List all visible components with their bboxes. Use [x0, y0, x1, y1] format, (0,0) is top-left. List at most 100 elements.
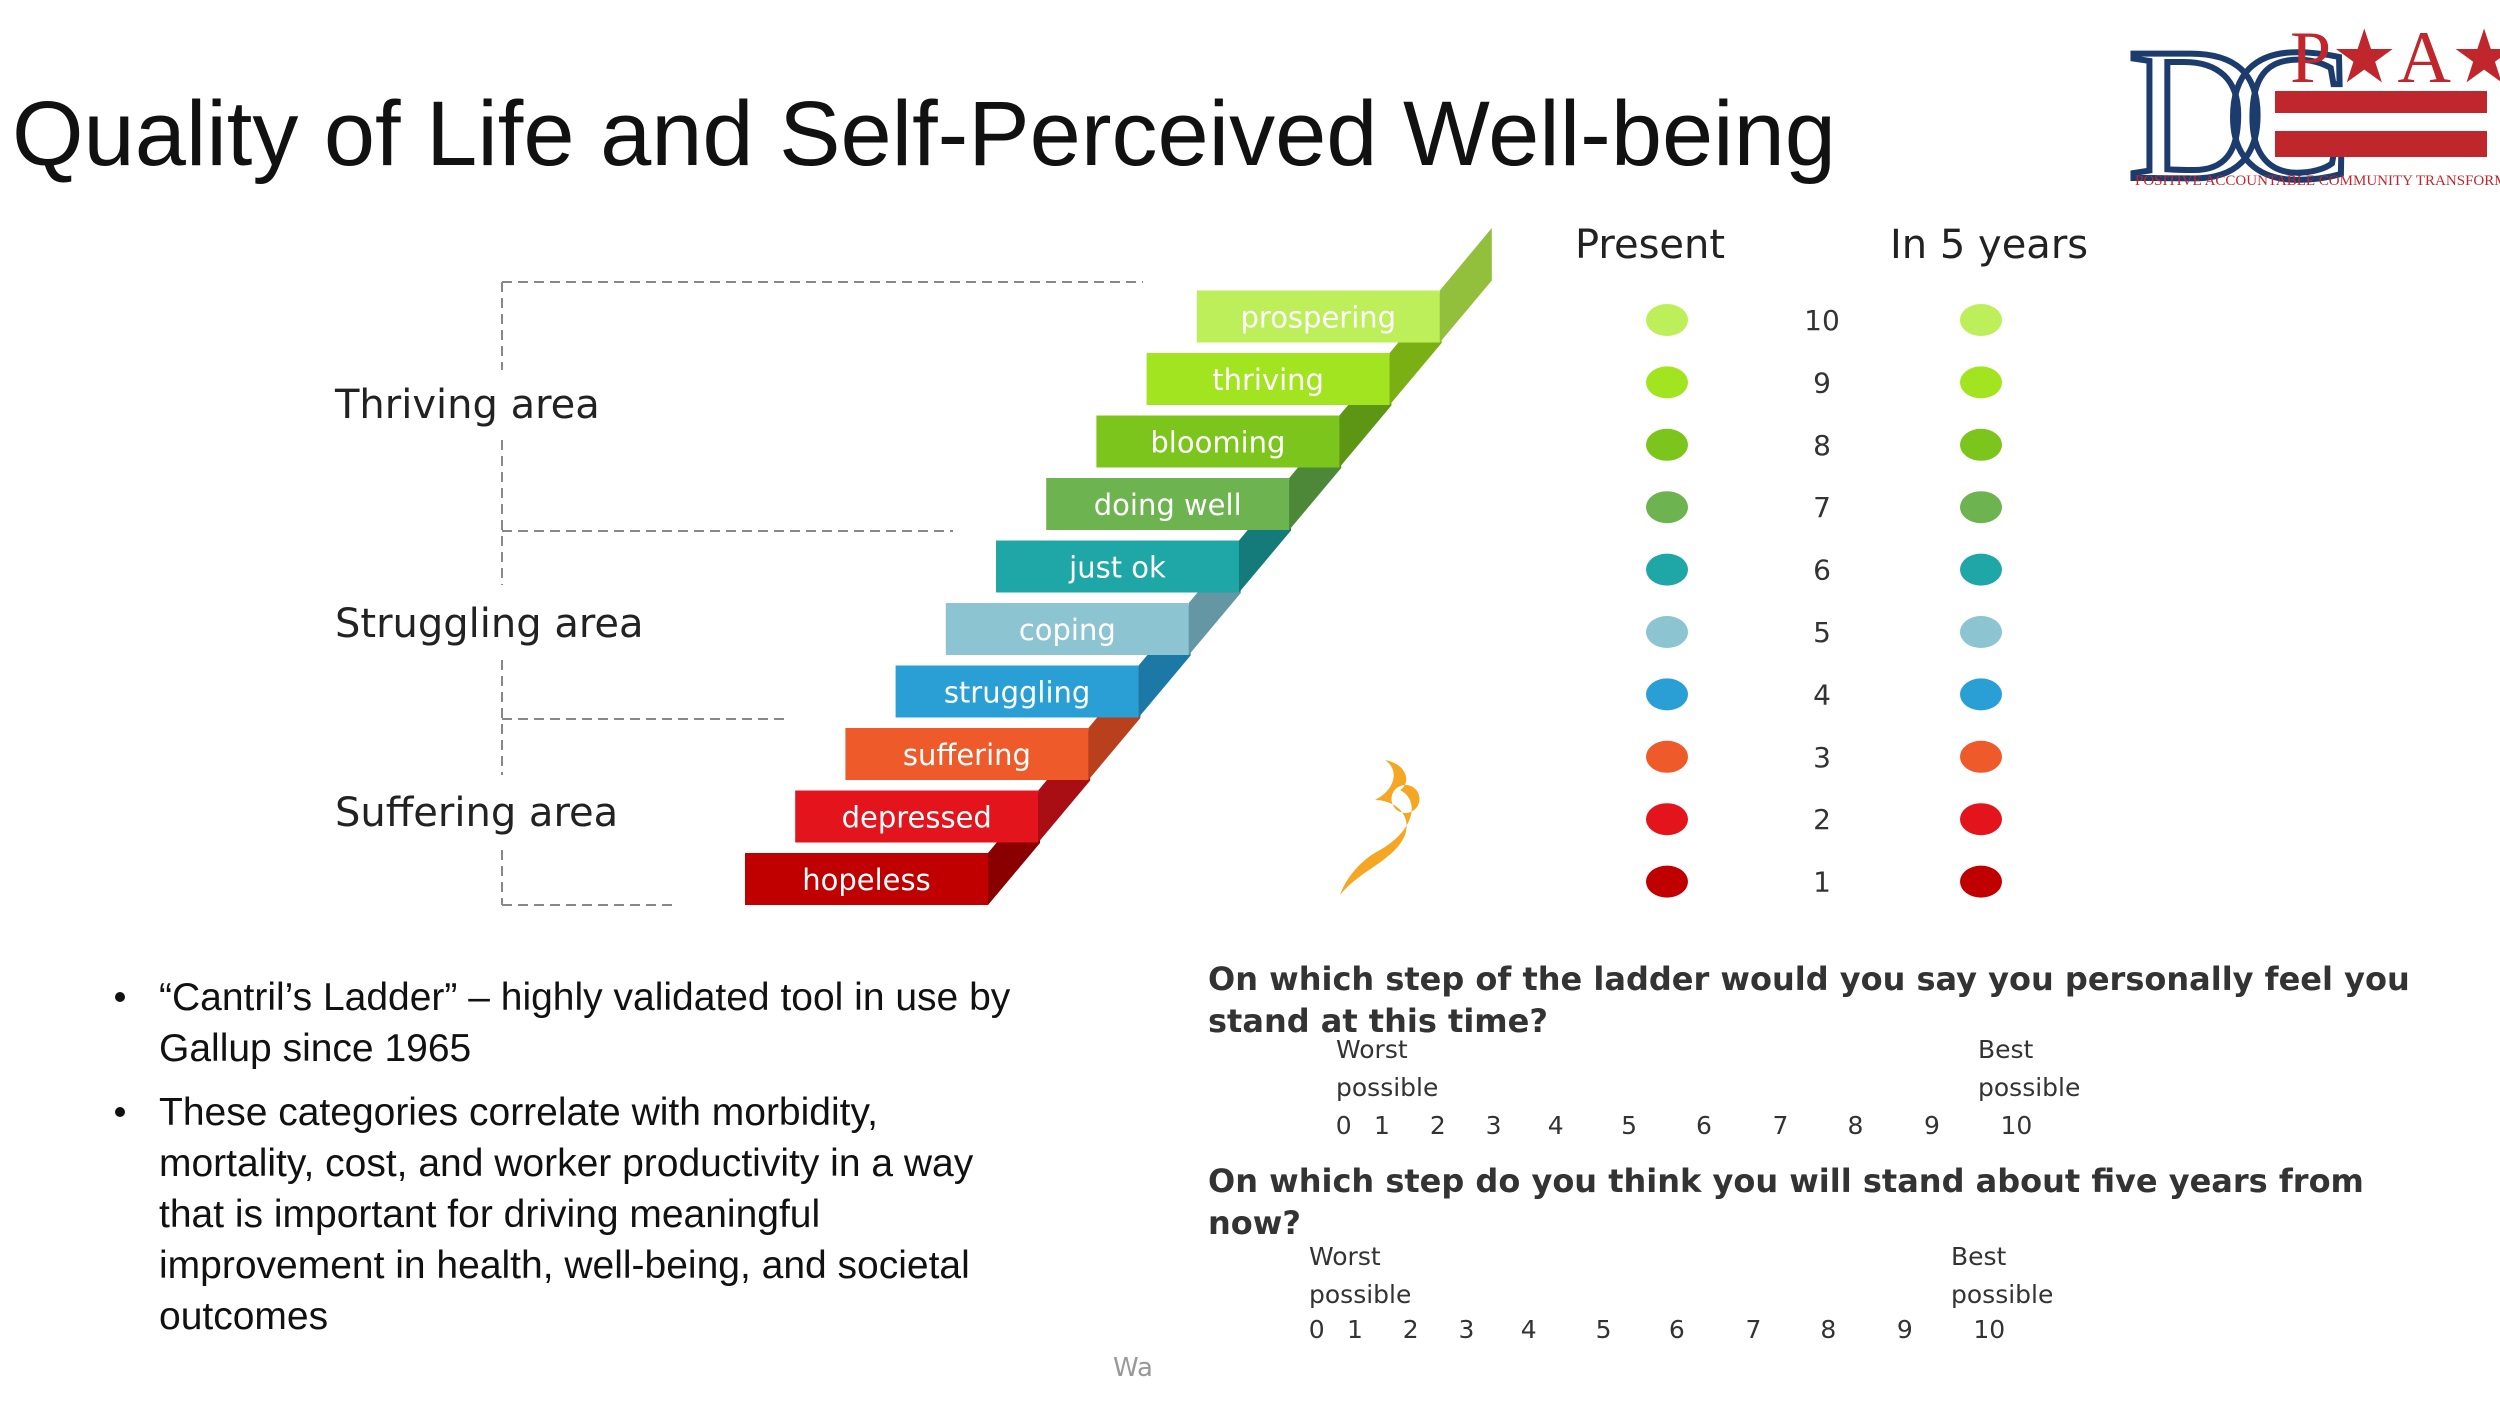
level-number: 1: [1813, 866, 1831, 899]
step-side: [1439, 228, 1492, 343]
level-dot: [1960, 740, 2002, 773]
ladder-step: [1146, 353, 1390, 405]
level-dot: [1960, 678, 2002, 711]
ladder-step: [996, 540, 1239, 593]
step-label: thriving: [1212, 363, 1324, 397]
scale-number: 6: [1669, 1315, 1685, 1344]
bullet-text: mortality, cost, and worker productivity…: [159, 1142, 974, 1185]
level-dot: [1646, 865, 1688, 898]
step-label: just ok: [1068, 551, 1166, 585]
scale-end-label: possible: [1978, 1073, 2080, 1102]
level-dot: [1646, 491, 1688, 524]
ladder-step: [845, 728, 1089, 780]
scale-number: 5: [1596, 1315, 1612, 1344]
slide-title: Quality of Life and Self-Perceived Well-…: [12, 83, 1836, 185]
question-text: stand at this time?: [1208, 1002, 1548, 1040]
level-dot: [1960, 616, 2002, 648]
level-number: 5: [1813, 616, 1831, 649]
area-label: Thriving area: [334, 382, 600, 428]
ladder-step: [1096, 415, 1340, 468]
scale-end-label: possible: [1336, 1073, 1438, 1102]
bullet-text: outcomes: [159, 1295, 328, 1338]
level-dot: [1646, 678, 1688, 711]
scale-number: 10: [2001, 1111, 2033, 1140]
scale-number: 7: [1773, 1111, 1789, 1140]
bullet-text: These categories correlate with morbidit…: [159, 1091, 878, 1134]
level-dot: [1646, 616, 1688, 648]
level-dot: [1960, 366, 2002, 399]
logo-stripe: [2275, 91, 2487, 113]
scale-number: 5: [1621, 1111, 1637, 1140]
bullet-text: “Cantril’s Ladder” – highly validated to…: [159, 976, 1011, 1019]
scale-number: 6: [1696, 1111, 1712, 1140]
logo-stripe: [2275, 131, 2487, 157]
logo-name: P★A★CT: [2290, 17, 2500, 99]
level-number: 7: [1813, 491, 1831, 524]
area-label: Suffering area: [335, 790, 618, 836]
scale-end-label: Best: [1951, 1242, 2007, 1271]
level-dot: [1960, 428, 2002, 461]
scale-end-label: possible: [1309, 1280, 1411, 1309]
scale-number: 10: [1973, 1315, 2005, 1344]
ladder-step: [895, 665, 1139, 718]
ladder-step: [1046, 478, 1290, 530]
scale-number: 9: [1924, 1111, 1940, 1140]
step-label: suffering: [903, 738, 1031, 772]
scale-number: 1: [1374, 1111, 1390, 1140]
level-dot: [1646, 304, 1688, 336]
level-dot: [1646, 428, 1688, 461]
level-number: 9: [1813, 366, 1831, 399]
scale-number: 1: [1347, 1315, 1363, 1344]
level-dot: [1646, 553, 1688, 586]
level-dot: [1646, 366, 1688, 399]
level-number: 10: [1804, 304, 1840, 337]
scale-number: 2: [1430, 1111, 1446, 1140]
scale-end-label: Worst: [1336, 1035, 1408, 1064]
logo: DC P★A★CT POSITIVE ACCOUNTABLE COMMUNITY…: [2125, 7, 2500, 223]
level-dot: [1960, 803, 2002, 836]
area-label: Struggling area: [335, 601, 644, 647]
step-label: doing well: [1094, 488, 1242, 522]
ladder-step: [1196, 290, 1440, 343]
question-text: On which step of the ladder would you sa…: [1208, 960, 2410, 998]
bullet-text: that is important for driving meaningful: [159, 1193, 820, 1236]
step-label: coping: [1019, 613, 1116, 647]
bullet-dot: [115, 1107, 125, 1117]
footer: Wa: [1113, 1353, 1153, 1383]
logo-tagline: POSITIVE ACCOUNTABLE COMMUNITY TRANSFORM…: [2135, 173, 2500, 189]
scale-end-label: Best: [1978, 1035, 2034, 1064]
step-label: blooming: [1150, 426, 1285, 460]
level-dot: [1960, 304, 2002, 336]
scale-number: 7: [1745, 1315, 1761, 1344]
level-number: 6: [1813, 554, 1831, 587]
level-dot: [1646, 740, 1688, 773]
step-label: hopeless: [802, 863, 931, 897]
level-dot: [1960, 553, 2002, 586]
step-label: depressed: [842, 801, 992, 835]
scale-number: 4: [1521, 1315, 1537, 1344]
scale-number: 2: [1403, 1315, 1419, 1344]
scale-number: 0: [1309, 1315, 1325, 1344]
level-number: 3: [1813, 741, 1831, 774]
level-dot: [1960, 491, 2002, 524]
column-header: In 5 years: [1890, 222, 2088, 268]
level-number: 2: [1813, 803, 1831, 836]
level-number: 8: [1813, 429, 1831, 462]
runner-icon: [1340, 760, 1420, 895]
scale-number: 4: [1548, 1111, 1564, 1140]
scale-number: 3: [1459, 1315, 1475, 1344]
bullet-text: improvement in health, well-being, and s…: [159, 1244, 970, 1287]
bullet-text: Gallup since 1965: [159, 1027, 471, 1070]
level-dot: [1960, 865, 2002, 898]
ladder-step: [795, 790, 1039, 843]
column-header: Present: [1575, 222, 1725, 268]
scale-number: 3: [1486, 1111, 1502, 1140]
step-label: prospering: [1241, 301, 1397, 335]
scale-end-label: possible: [1951, 1280, 2053, 1309]
scale-end-label: Worst: [1309, 1242, 1381, 1271]
level-number: 4: [1813, 678, 1831, 711]
area-brackets: [501, 281, 1143, 906]
bullet-dot: [115, 992, 125, 1002]
scale-number: 8: [1820, 1315, 1836, 1344]
